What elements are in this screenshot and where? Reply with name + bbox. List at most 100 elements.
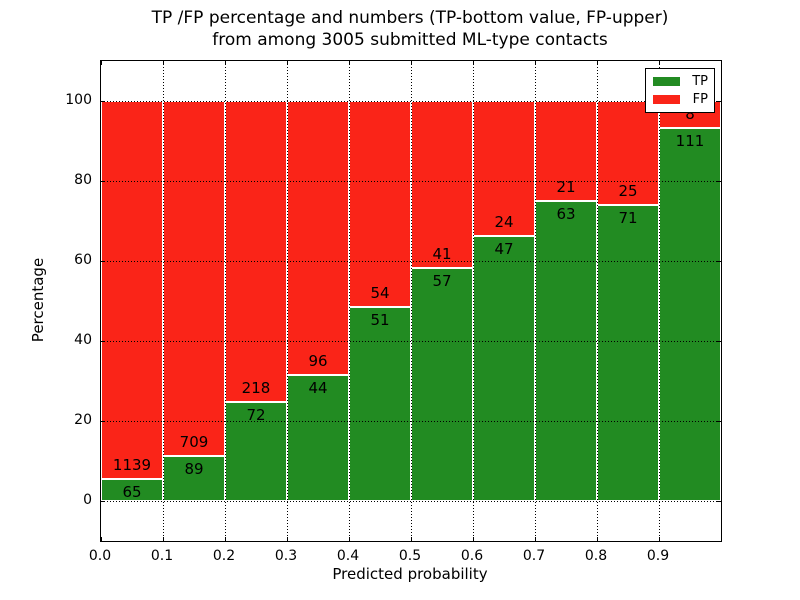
- y-gridline-20: [101, 420, 721, 422]
- tp-count-label-8: 71: [618, 209, 638, 228]
- x-tickmark-bottom-0.8: [596, 537, 598, 541]
- y-tickmark-left-60: [101, 260, 105, 262]
- legend: TP FP: [645, 68, 715, 113]
- bar-segment-tp-3: [287, 375, 349, 501]
- tp-count-label-4: 51: [370, 310, 390, 329]
- bar-segment-fp-6: [473, 101, 535, 237]
- tp-count-label-6: 47: [494, 240, 514, 259]
- bar-segment-tp-9: [659, 127, 721, 501]
- fp-legend-label: FP: [692, 91, 708, 107]
- fp-count-label-6: 24: [494, 213, 514, 232]
- x-tick-label-0.9: 0.9: [646, 548, 670, 564]
- x-tickmark-bottom-0.9: [658, 537, 660, 541]
- y-tickmark-left-100: [101, 100, 105, 102]
- bar-segment-fp-2: [225, 101, 287, 402]
- x-tickmark-bottom-0.6: [472, 537, 474, 541]
- tp-count-label-5: 57: [432, 272, 452, 291]
- x-tick-label-0.6: 0.6: [460, 548, 484, 564]
- chart-title-line-2: from among 3005 submitted ML-type contac…: [212, 30, 608, 50]
- x-gridline-0.5: [410, 61, 412, 541]
- x-tickmark-bottom-0.0: [100, 537, 102, 541]
- x-tickmark-top-0.0: [100, 61, 102, 65]
- bar-segment-tp-1: [163, 456, 225, 501]
- bar-segment-fp-3: [287, 101, 349, 376]
- x-gridline-0.6: [472, 61, 474, 541]
- y-tickmark-left-0: [101, 500, 105, 502]
- y-tickmark-right-100: [717, 100, 721, 102]
- x-tickmark-bottom-0.2: [224, 537, 226, 541]
- fp-count-label-0: 1139: [112, 456, 152, 475]
- legend-item-tp: TP: [653, 73, 708, 89]
- chart-title: TP /FP percentage and numbers (TP-bottom…: [152, 7, 669, 51]
- fp-count-label-8: 25: [618, 182, 638, 201]
- bar-segment-tp-8: [597, 205, 659, 501]
- plot-area: 1139 65 709 89 218 72 96 44 54 51 41 57 24 47 21 63 25 71…: [100, 60, 722, 542]
- x-tickmark-top-0.6: [472, 61, 474, 65]
- bar-segment-tp-7: [535, 201, 597, 501]
- fp-count-label-4: 54: [370, 283, 390, 302]
- x-gridline-0.1: [162, 61, 164, 541]
- x-gridline-0.8: [596, 61, 598, 541]
- x-axis-label: Predicted probability: [332, 565, 488, 583]
- y-tickmark-right-60: [717, 260, 721, 262]
- x-tick-label-0.4: 0.4: [336, 548, 360, 564]
- x-tickmark-bottom-0.3: [286, 537, 288, 541]
- fp-count-label-7: 21: [556, 178, 576, 196]
- tp-count-label-0: 65: [122, 483, 142, 502]
- bar-segment-fp-4: [349, 101, 411, 307]
- x-tick-label-0.5: 0.5: [398, 548, 422, 564]
- y-tick-label-0: 0: [83, 492, 92, 508]
- bar-segment-fp-5: [411, 101, 473, 269]
- x-tick-label-0.2: 0.2: [212, 548, 236, 564]
- bar-segment-tp-4: [349, 306, 411, 501]
- bar-segment-tp-2: [225, 401, 287, 501]
- y-gridline-80: [101, 180, 721, 182]
- x-tick-label-0.8: 0.8: [584, 548, 608, 564]
- x-gridline-0.2: [224, 61, 226, 541]
- tp-count-label-2: 72: [246, 405, 266, 424]
- tp-count-label-3: 44: [308, 379, 328, 398]
- x-tickmark-top-0.5: [410, 61, 412, 65]
- y-tickmark-left-40: [101, 340, 105, 342]
- fp-count-label-9: 8: [685, 104, 695, 123]
- x-tickmark-bottom-0.7: [534, 537, 536, 541]
- fp-count-label-5: 41: [432, 245, 452, 264]
- y-tickmark-left-20: [101, 420, 105, 422]
- tp-legend-swatch: [653, 77, 680, 86]
- y-tickmark-right-80: [717, 180, 721, 182]
- fp-legend-swatch: [653, 95, 680, 104]
- bar-segment-tp-6: [473, 236, 535, 501]
- x-tickmark-bottom-0.1: [162, 537, 164, 541]
- tp-count-label-9: 111: [675, 131, 705, 150]
- x-gridline-0.7: [534, 61, 536, 541]
- tp-legend-label: TP: [692, 73, 708, 89]
- x-tick-label-0.1: 0.1: [150, 548, 174, 564]
- bar-segment-fp-7: [535, 101, 597, 201]
- x-tickmark-top-0.4: [348, 61, 350, 65]
- x-tick-label-0.0: 0.0: [88, 548, 112, 564]
- y-tick-label-60: 60: [74, 252, 92, 268]
- y-tickmark-left-80: [101, 180, 105, 182]
- y-tick-label-100: 100: [65, 92, 92, 108]
- bar-segment-fp-8: [597, 101, 659, 206]
- y-axis-label: Percentage: [29, 257, 47, 343]
- x-tickmark-top-0.8: [596, 61, 598, 65]
- tp-count-label-7: 63: [556, 205, 576, 223]
- fp-count-label-2: 218: [241, 378, 271, 397]
- y-tick-label-80: 80: [74, 172, 92, 188]
- x-gridline-0.4: [348, 61, 350, 541]
- x-tickmark-top-0.1: [162, 61, 164, 65]
- y-gridline-0: [101, 500, 721, 502]
- legend-item-fp: FP: [653, 91, 708, 107]
- y-tickmark-right-0: [717, 500, 721, 502]
- y-gridline-100: [101, 100, 721, 102]
- x-tick-label-0.7: 0.7: [522, 548, 546, 564]
- y-tick-label-20: 20: [74, 412, 92, 428]
- y-tickmark-right-20: [717, 420, 721, 422]
- tp-count-label-1: 89: [184, 460, 204, 479]
- x-tickmark-bottom-0.5: [410, 537, 412, 541]
- chart-title-line-1: TP /FP percentage and numbers (TP-bottom…: [151, 8, 669, 28]
- x-gridline-0.9: [658, 61, 660, 541]
- bar-segment-fp-0: [101, 101, 163, 480]
